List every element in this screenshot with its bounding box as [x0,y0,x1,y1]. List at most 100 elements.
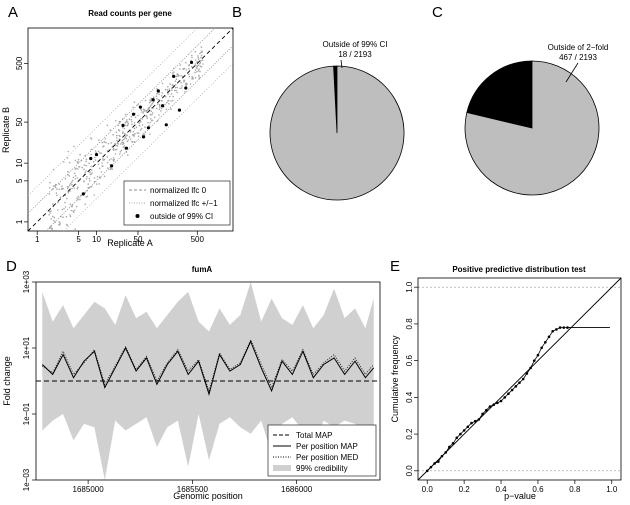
outlier-point [156,89,160,93]
gene-point [198,74,200,77]
gene-point [98,152,101,154]
gene-point [122,118,124,120]
gene-point [197,64,200,66]
gene-point [84,203,86,205]
gene-point [85,170,87,172]
gene-point [102,158,104,160]
gene-point [182,68,184,70]
gene-point [68,175,71,177]
gene-point [110,158,112,160]
gene-point [170,108,172,110]
y-tick-label: 1 [15,219,24,224]
gene-point [164,95,167,98]
uniform-reference-line [417,277,622,481]
gene-point [128,136,131,138]
gene-point [156,120,159,122]
gene-point [127,154,129,156]
gene-point [121,139,124,142]
gene-point [198,68,200,70]
y-tick-label: 5 [15,178,24,183]
gene-point [143,110,145,112]
gene-point [138,124,141,127]
gene-point [106,124,109,127]
gene-point [188,63,191,66]
gene-point [126,124,129,127]
gene-point [50,218,52,220]
gene-point [176,86,178,89]
gene-point [194,51,197,53]
gene-point [185,69,188,71]
y-tick-label: 1e+03 [22,270,31,293]
gene-point [176,91,178,94]
gene-point [179,68,181,70]
gene-point [69,215,72,218]
gene-point [158,105,161,107]
gene-point [85,164,87,167]
gene-point [117,128,120,131]
gene-point [164,103,166,106]
gene-point [71,183,73,186]
per-position-map-line [41,340,375,396]
gene-point [56,194,58,197]
gene-point [102,159,105,161]
gene-point [150,110,153,113]
gene-point [140,117,142,120]
panel-letter-b: B [232,4,242,21]
gene-point [84,154,86,157]
gene-point [49,212,51,214]
gene-point [106,161,109,164]
cdf-point [481,412,484,416]
gene-point [71,187,73,190]
x-tick-label: 1 [35,235,40,244]
gene-point [57,201,59,204]
gene-point [126,119,128,121]
pie-b-slice [269,65,405,201]
gene-point [141,111,143,113]
y-tick-label: 500 [15,56,24,70]
axis-ticks-d: 1685000 1685500 1686000 1e−03 1e−01 1e+01 1e+0… [22,270,313,494]
gene-point [197,58,200,61]
gene-point [66,187,69,190]
gene-point [150,104,153,106]
gene-point [136,132,139,134]
gene-point [122,146,125,149]
gene-point [95,183,98,185]
gene-point [152,96,155,98]
panel-letter-d: D [6,258,17,275]
gene-point [168,88,171,90]
outlier-point [146,126,151,130]
outlier-point [138,105,143,109]
gene-point [135,126,138,129]
gene-point [59,222,61,224]
outlier-point [172,74,176,78]
gene-point [77,168,79,170]
gene-point [71,204,74,207]
gene-point [93,180,96,183]
gene-point [194,63,197,65]
gene-point [185,62,187,64]
gene-point [183,67,186,70]
gene-point [108,159,111,161]
gene-point [197,55,199,57]
gene-point [148,101,151,104]
gene-point [52,203,54,205]
panel-a-frame [27,27,234,232]
gene-point [119,153,121,155]
gene-point [173,89,176,92]
gene-point [79,198,81,201]
y-tick-label: 0.0 [405,465,414,477]
gene-point [165,108,168,111]
gene-point [77,158,80,161]
gene-point [142,108,145,110]
outlier-point [81,192,85,196]
pie-c-slice [464,60,600,196]
gene-point [117,124,120,127]
gene-point [62,187,64,190]
gene-point [59,196,62,198]
gene-point [114,149,117,151]
panel-d-xlabel: Genomic position [173,491,243,501]
gene-point [160,99,163,102]
cdf-point [562,326,566,329]
legend-label: normalized lfc +/−1 [150,199,218,208]
